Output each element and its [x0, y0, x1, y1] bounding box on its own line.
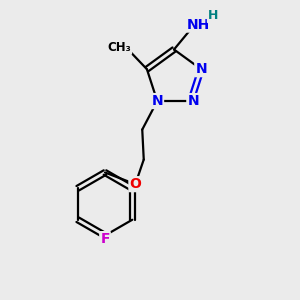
Text: CH₃: CH₃: [107, 41, 131, 54]
Text: N: N: [152, 94, 163, 108]
Text: N: N: [195, 62, 207, 76]
Text: H: H: [208, 9, 218, 22]
Text: F: F: [100, 232, 110, 246]
Text: O: O: [129, 177, 141, 191]
Text: N: N: [187, 94, 199, 108]
Text: NH: NH: [186, 18, 210, 32]
